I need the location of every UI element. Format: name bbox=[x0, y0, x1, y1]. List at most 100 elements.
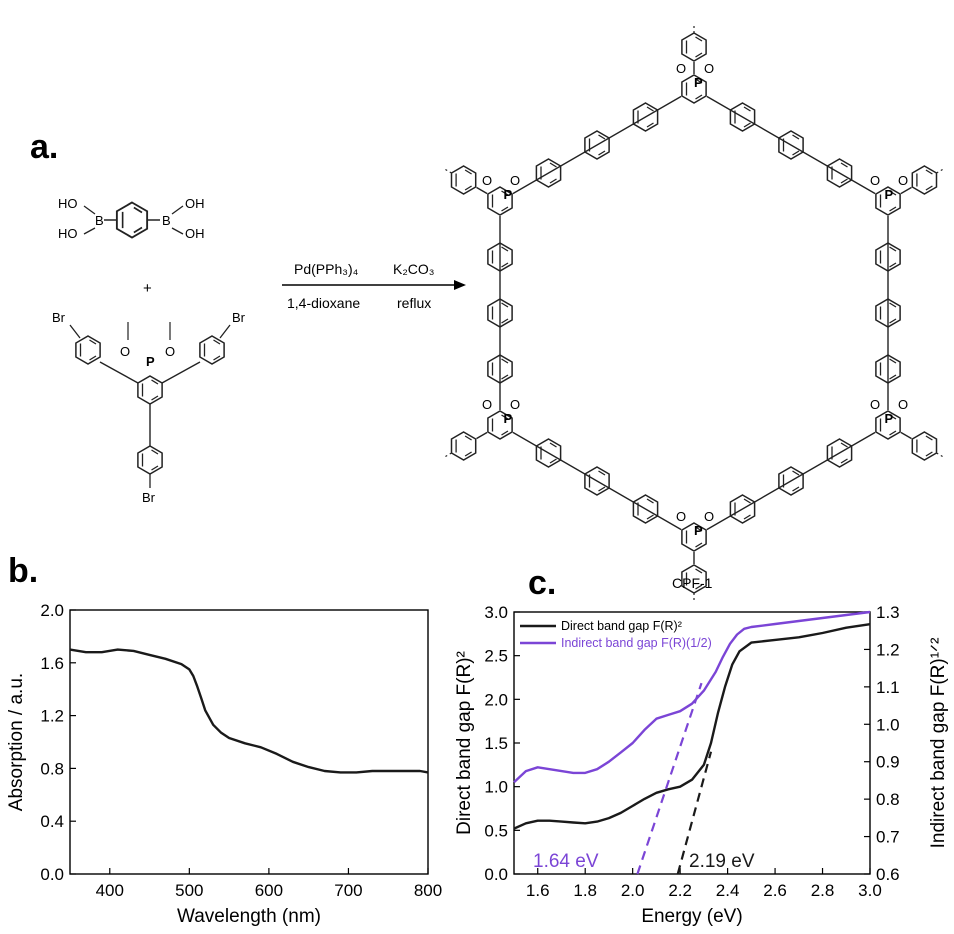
continuation-bond bbox=[444, 168, 452, 174]
tangent-line-0 bbox=[636, 682, 703, 875]
x-tick-label: 500 bbox=[175, 881, 203, 900]
band-gap-plot-frame bbox=[513, 611, 871, 875]
framework-bond bbox=[693, 88, 889, 202]
oxygen-label: O bbox=[898, 397, 908, 412]
x-tick-label: 1.8 bbox=[573, 881, 597, 900]
y-tick-label: 1.2 bbox=[40, 707, 64, 726]
continuation-bond bbox=[444, 452, 452, 458]
x-tick-label: 1.6 bbox=[526, 881, 550, 900]
y-tick-label: 1.6 bbox=[40, 654, 64, 673]
phenyl-ring-bg bbox=[909, 165, 940, 196]
y2-tick-label: 0.9 bbox=[876, 753, 900, 772]
x-tick-label: 3.0 bbox=[858, 881, 882, 900]
x-tick-label: 2.0 bbox=[621, 881, 645, 900]
reactant-diboronic-acid: B B HO HO OH OH bbox=[58, 196, 205, 241]
y-axis-title-right: Indirect band gap F(R)¹ᐟ² bbox=[928, 638, 949, 849]
x-tick-label: 600 bbox=[255, 881, 283, 900]
absorption-chart: 400 500 600 700 800 0.0 0.4 0.8 1.2 1.6 2.0 Wavele… bbox=[6, 601, 442, 927]
oxygen-label: O bbox=[120, 344, 130, 359]
cpf1-framework: PO OPO OPO OPO OPO OPO O bbox=[444, 25, 944, 601]
framework-bond bbox=[499, 88, 695, 202]
y2-tick-label: 1.1 bbox=[876, 678, 900, 697]
x-tick-label: 2.4 bbox=[716, 881, 740, 900]
indirect-gap-annotation: 1.64 eV bbox=[533, 851, 599, 872]
oxygen-label: O bbox=[482, 397, 492, 412]
boron-label: B bbox=[95, 213, 104, 228]
tangent-line-1 bbox=[676, 751, 713, 875]
phosphinine-ring-bg bbox=[873, 410, 903, 440]
x-tick-label: 800 bbox=[414, 881, 442, 900]
x-tick-label: 700 bbox=[334, 881, 362, 900]
hydroxyl-label: HO bbox=[58, 196, 78, 211]
phosphinine-ring-bg bbox=[485, 186, 515, 216]
boron-label: B bbox=[162, 213, 171, 228]
legend: Direct band gap F(R)² Indirect band gap … bbox=[520, 619, 712, 650]
panel-label-b: b. bbox=[8, 552, 38, 590]
y2-tick-label: 1.2 bbox=[876, 640, 900, 659]
legend-label-direct: Direct band gap F(R)² bbox=[561, 619, 682, 633]
y-tick-label: 1.5 bbox=[484, 734, 508, 753]
phosphorus-label: P bbox=[694, 75, 703, 90]
y-tick-label: 0.0 bbox=[40, 865, 64, 884]
x-tick-label: 2.6 bbox=[763, 881, 787, 900]
series-line-0 bbox=[69, 648, 429, 774]
framework-bond bbox=[693, 424, 889, 538]
base-label: K₂CO₃ bbox=[393, 261, 434, 277]
reactant-tribromo-phosphinine: Br Br Br P O O bbox=[52, 310, 246, 505]
y-axis-title: Absorption / a.u. bbox=[6, 673, 27, 811]
x-axis-title: Wavelength (nm) bbox=[177, 906, 321, 927]
direct-gap-annotation: 2.19 eV bbox=[689, 851, 755, 872]
oxygen-label: O bbox=[676, 61, 686, 76]
oxygen-label: O bbox=[898, 173, 908, 188]
oxygen-label: O bbox=[870, 173, 880, 188]
y2-tick-label: 0.8 bbox=[876, 790, 900, 809]
y-tick-label: 1.0 bbox=[484, 778, 508, 797]
oxygen-label: O bbox=[482, 173, 492, 188]
legend-label-indirect: Indirect band gap F(R)(1/2) bbox=[561, 636, 712, 650]
band-gap-chart: 1.6 1.8 2.0 2.2 2.4 2.6 2.8 3.0 0.0 0.5 1.0 1.5 2.0 2… bbox=[454, 603, 949, 927]
plus-sign: + bbox=[143, 280, 152, 297]
y-tick-label: 2.5 bbox=[484, 647, 508, 666]
panel-label-c: c. bbox=[528, 564, 556, 602]
y-tick-label: 2.0 bbox=[484, 690, 508, 709]
phosphinine-ring-bg bbox=[873, 186, 903, 216]
oxygen-label: O bbox=[510, 397, 520, 412]
bromo-label: Br bbox=[232, 310, 246, 325]
y-tick-label: 0.0 bbox=[484, 865, 508, 884]
y-tick-label: 3.0 bbox=[484, 603, 508, 622]
phosphorus-label: P bbox=[504, 411, 513, 426]
hydroxyl-label: HO bbox=[58, 226, 78, 241]
catalyst-label: Pd(PPh₃)₄ bbox=[294, 261, 359, 277]
series-line-1 bbox=[513, 610, 871, 784]
y2-tick-label: 1.0 bbox=[876, 715, 900, 734]
phosphorus-label: P bbox=[146, 354, 155, 369]
reaction-arrow: Pd(PPh₃)₄ K₂CO₃ 1,4-dioxane reflux bbox=[282, 261, 466, 311]
product-name-label: CPF-1 bbox=[672, 575, 713, 591]
oxygen-label: O bbox=[704, 509, 714, 524]
y2-tick-label: 1.3 bbox=[876, 603, 900, 622]
phosphinine-ring-bg bbox=[679, 74, 709, 104]
oxygen-label: O bbox=[704, 61, 714, 76]
bromo-label: Br bbox=[52, 310, 66, 325]
y2-tick-label: 0.6 bbox=[876, 865, 900, 884]
framework-bond bbox=[499, 424, 695, 538]
hydroxyl-label: OH bbox=[185, 226, 205, 241]
phosphorus-label: P bbox=[504, 187, 513, 202]
phosphorus-label: P bbox=[885, 187, 894, 202]
oxygen-label: O bbox=[676, 509, 686, 524]
phosphinine-ring-bg bbox=[485, 410, 515, 440]
oxygen-label: O bbox=[165, 344, 175, 359]
phenyl-ring-bg bbox=[679, 564, 709, 594]
phenyl-ring-bg bbox=[448, 430, 479, 461]
phenyl-ring-bg bbox=[909, 430, 940, 461]
series-line-0 bbox=[513, 623, 871, 830]
x-tick-label: 2.8 bbox=[811, 881, 835, 900]
continuation-bond bbox=[936, 452, 944, 458]
phosphorus-label: P bbox=[694, 523, 703, 538]
x-tick-label: 2.2 bbox=[668, 881, 692, 900]
phenyl-ring-bg bbox=[679, 32, 709, 62]
absorption-plot-frame bbox=[69, 609, 429, 875]
y-tick-label: 0.5 bbox=[484, 821, 508, 840]
y-tick-label: 0.8 bbox=[40, 759, 64, 778]
